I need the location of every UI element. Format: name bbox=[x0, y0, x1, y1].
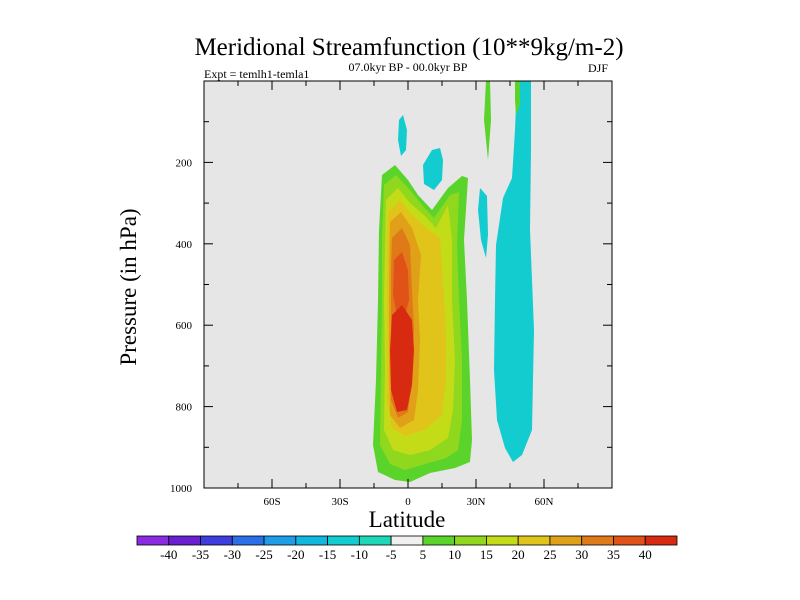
colorbar-swatch bbox=[549, 535, 583, 546]
time-range-label: 07.0kyr BP - 00.0kyr BP bbox=[349, 60, 468, 74]
y-tick-label: 600 bbox=[176, 320, 193, 332]
colorbar-label: 40 bbox=[639, 547, 652, 562]
positive-contour-35 bbox=[393, 252, 409, 316]
colorbar: -40 -35 -30 -25 -20 -15 -10 -5 5 10 15 20 25 30 35 40 bbox=[136, 535, 678, 562]
y-tick-label: 200 bbox=[176, 157, 193, 169]
colorbar-swatch bbox=[644, 535, 678, 546]
colorbar-swatch bbox=[390, 535, 424, 546]
x-tick-label: 0 bbox=[405, 496, 411, 508]
colorbar-label: 15 bbox=[480, 547, 493, 562]
negative-contour-main bbox=[494, 81, 534, 462]
y-tick-label: 400 bbox=[176, 239, 193, 251]
colorbar-label: -15 bbox=[319, 547, 336, 562]
colorbar-label: 10 bbox=[448, 547, 461, 562]
y-axis-ticks: 200 400 600 800 1000 bbox=[170, 121, 612, 495]
contour-fills bbox=[373, 81, 534, 482]
colorbar-label: -30 bbox=[224, 547, 241, 562]
positive-contour-5-strip-a bbox=[484, 81, 491, 160]
chart-title: Meridional Streamfunction (10**9kg/m-2) bbox=[194, 34, 623, 61]
colorbar-swatch bbox=[613, 535, 646, 546]
x-axis-ticks: 60S 30S 0 30N 60N bbox=[237, 81, 579, 508]
x-tick-label: 30S bbox=[331, 496, 348, 508]
y-tick-label: 1000 bbox=[170, 483, 193, 495]
negative-contour-small bbox=[398, 115, 407, 156]
x-tick-label: 60N bbox=[535, 496, 554, 508]
colorbar-swatch bbox=[358, 535, 392, 546]
x-tick-label: 60S bbox=[263, 496, 280, 508]
colorbar-swatch bbox=[263, 535, 297, 546]
colorbar-swatch bbox=[136, 535, 170, 546]
positive-contour-40 bbox=[390, 305, 414, 412]
colorbar-label: 20 bbox=[512, 547, 525, 562]
positive-contour-5-strip-b bbox=[515, 81, 520, 115]
colorbar-label: -20 bbox=[287, 547, 304, 562]
colorbar-swatch bbox=[454, 535, 487, 546]
colorbar-label: -35 bbox=[192, 547, 209, 562]
x-axis-title: Latitude bbox=[369, 507, 446, 532]
colorbar-swatch bbox=[231, 535, 265, 546]
colorbar-swatch bbox=[168, 535, 201, 546]
colorbar-label: -25 bbox=[255, 547, 272, 562]
colorbar-swatch bbox=[486, 535, 519, 546]
colorbar-swatch bbox=[422, 535, 456, 546]
colorbar-label: 5 bbox=[420, 547, 427, 562]
colorbar-label: -5 bbox=[386, 547, 397, 562]
colorbar-swatch bbox=[200, 535, 233, 546]
colorbar-swatch bbox=[517, 535, 551, 546]
colorbar-swatch bbox=[327, 535, 360, 546]
colorbar-label: 30 bbox=[575, 547, 588, 562]
negative-contour-upper-blob bbox=[423, 148, 443, 190]
colorbar-swatch bbox=[581, 535, 614, 546]
y-axis-title: Pressure (in hPa) bbox=[116, 208, 141, 365]
y-tick-label: 800 bbox=[176, 402, 193, 414]
colorbar-swatch bbox=[295, 535, 328, 546]
colorbar-label: -40 bbox=[160, 547, 177, 562]
colorbar-label: 35 bbox=[607, 547, 620, 562]
negative-contour-strip bbox=[478, 188, 488, 258]
season-label: DJF bbox=[588, 61, 608, 75]
plot-area: 200 400 600 800 1000 60S 30S 0 30N 60N bbox=[170, 80, 613, 508]
colorbar-label: -10 bbox=[351, 547, 368, 562]
colorbar-label: 25 bbox=[543, 547, 556, 562]
experiment-label: Expt = temlh1-temla1 bbox=[204, 67, 309, 81]
x-tick-label: 30N bbox=[467, 496, 486, 508]
